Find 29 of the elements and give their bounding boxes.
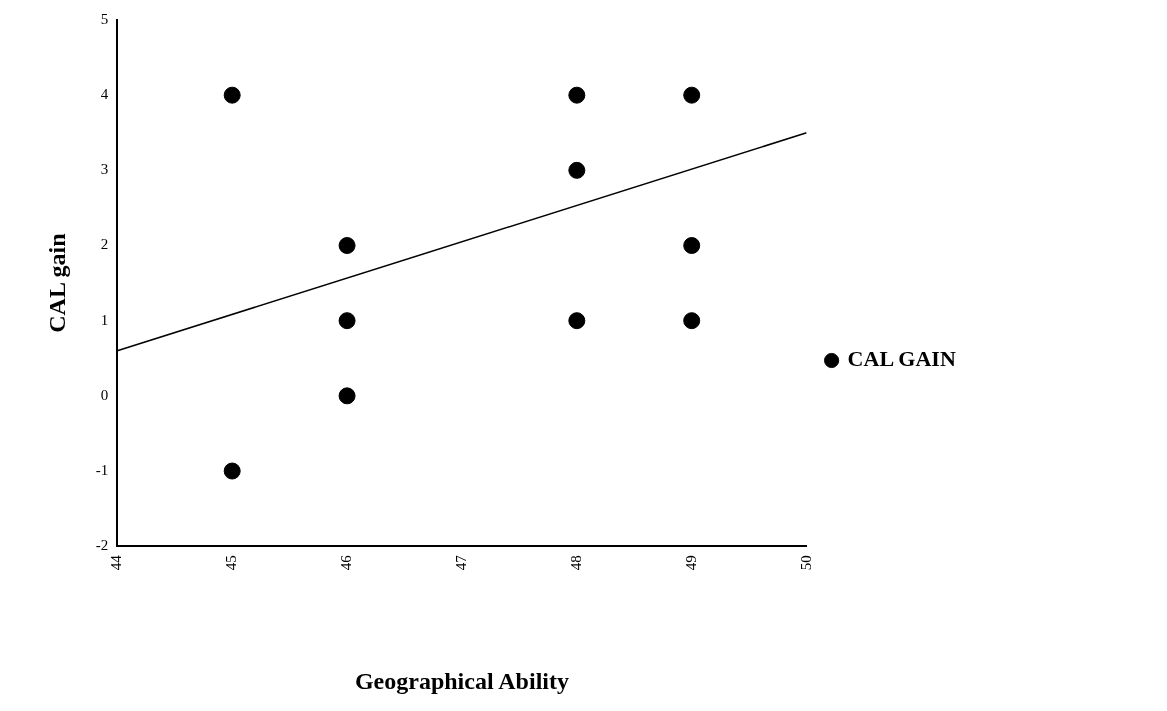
x-tick-label: 48 [567, 555, 584, 571]
y-tick-label: 5 [100, 10, 109, 27]
point [683, 86, 701, 104]
legend-label: CAL GAIN [847, 346, 956, 372]
x-tick-label: 47 [452, 554, 469, 571]
point [568, 312, 586, 330]
y-tick-label: -1 [95, 461, 109, 478]
x-tick-label: 50 [797, 555, 814, 571]
point [683, 312, 701, 330]
x-tick-label: 49 [682, 555, 699, 571]
point [223, 462, 241, 480]
point [338, 387, 356, 405]
point [338, 237, 356, 255]
y-tick-label: 2 [100, 236, 109, 253]
x-tick-label: 46 [338, 554, 354, 571]
y-tick-label: 3 [100, 161, 109, 178]
point [338, 312, 356, 330]
y-tick-label: 1 [100, 311, 109, 328]
y-axis-title: CAL gain [43, 233, 70, 333]
point [683, 237, 701, 255]
x-axis-title: Geographical Ability [354, 667, 569, 694]
y-tick-label: 0 [100, 386, 109, 403]
x-tick-label: 44 [108, 554, 125, 571]
x-tick-label: 45 [223, 555, 240, 571]
point [568, 86, 586, 104]
y-tick-label: 4 [100, 86, 109, 103]
point [223, 86, 241, 104]
point [568, 161, 586, 179]
y-tick-label: -2 [95, 537, 109, 554]
